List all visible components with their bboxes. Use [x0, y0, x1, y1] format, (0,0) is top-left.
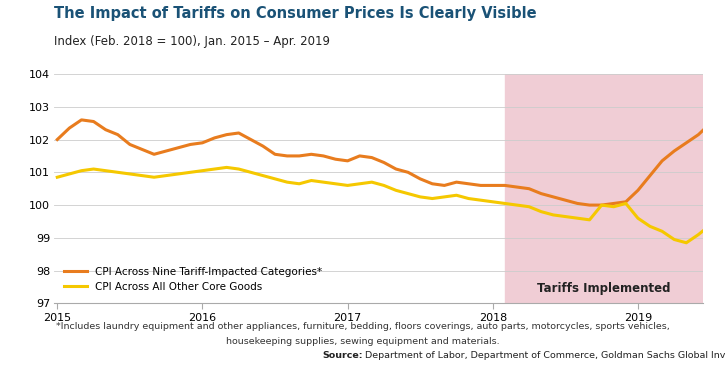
Text: Index (Feb. 2018 = 100), Jan. 2015 – Apr. 2019: Index (Feb. 2018 = 100), Jan. 2015 – Apr…: [54, 35, 331, 48]
Text: Source:: Source:: [322, 351, 362, 360]
Text: The Impact of Tariffs on Consumer Prices Is Clearly Visible: The Impact of Tariffs on Consumer Prices…: [54, 6, 537, 21]
Legend: CPI Across Nine Tariff-Impacted Categories*, CPI Across All Other Core Goods: CPI Across Nine Tariff-Impacted Categori…: [59, 262, 326, 296]
Text: *Includes laundry equipment and other appliances, furniture, bedding, floors cov: *Includes laundry equipment and other ap…: [56, 322, 669, 331]
Text: housekeeping supplies, sewing equipment and materials.: housekeeping supplies, sewing equipment …: [225, 337, 500, 346]
Text: Tariffs Implemented: Tariffs Implemented: [537, 282, 671, 295]
Text: Department of Labor, Department of Commerce, Goldman Sachs Global Investment Res: Department of Labor, Department of Comme…: [362, 351, 725, 360]
Bar: [505, 74, 703, 303]
